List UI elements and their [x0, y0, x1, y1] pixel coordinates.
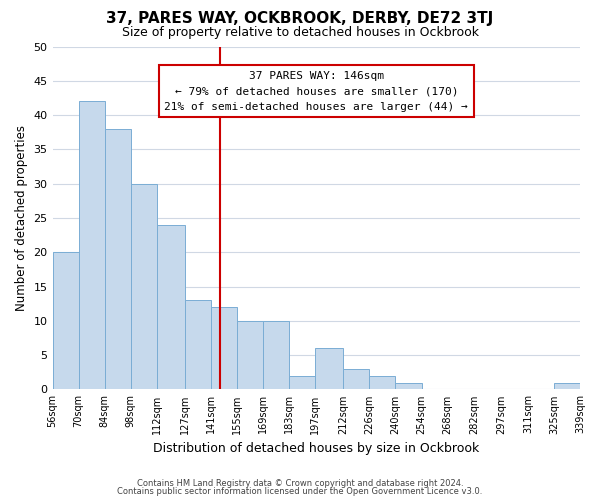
Text: Size of property relative to detached houses in Ockbrook: Size of property relative to detached ho… — [121, 26, 479, 39]
Bar — [211, 307, 237, 390]
X-axis label: Distribution of detached houses by size in Ockbrook: Distribution of detached houses by size … — [153, 442, 479, 455]
Text: 37, PARES WAY, OCKBROOK, DERBY, DE72 3TJ: 37, PARES WAY, OCKBROOK, DERBY, DE72 3TJ — [106, 11, 494, 26]
Bar — [263, 321, 289, 390]
Bar — [343, 369, 370, 390]
Bar — [185, 300, 211, 390]
Bar — [237, 321, 263, 390]
Bar — [157, 225, 185, 390]
Text: 37 PARES WAY: 146sqm
← 79% of detached houses are smaller (170)
21% of semi-deta: 37 PARES WAY: 146sqm ← 79% of detached h… — [164, 70, 468, 112]
Bar — [79, 102, 105, 390]
Bar — [289, 376, 316, 390]
Bar — [370, 376, 395, 390]
Bar — [554, 382, 580, 390]
Bar — [53, 252, 79, 390]
Bar — [395, 382, 422, 390]
Text: Contains public sector information licensed under the Open Government Licence v3: Contains public sector information licen… — [118, 487, 482, 496]
Text: Contains HM Land Registry data © Crown copyright and database right 2024.: Contains HM Land Registry data © Crown c… — [137, 478, 463, 488]
Y-axis label: Number of detached properties: Number of detached properties — [15, 125, 28, 311]
Bar — [316, 348, 343, 390]
Bar — [105, 129, 131, 390]
Bar — [131, 184, 157, 390]
